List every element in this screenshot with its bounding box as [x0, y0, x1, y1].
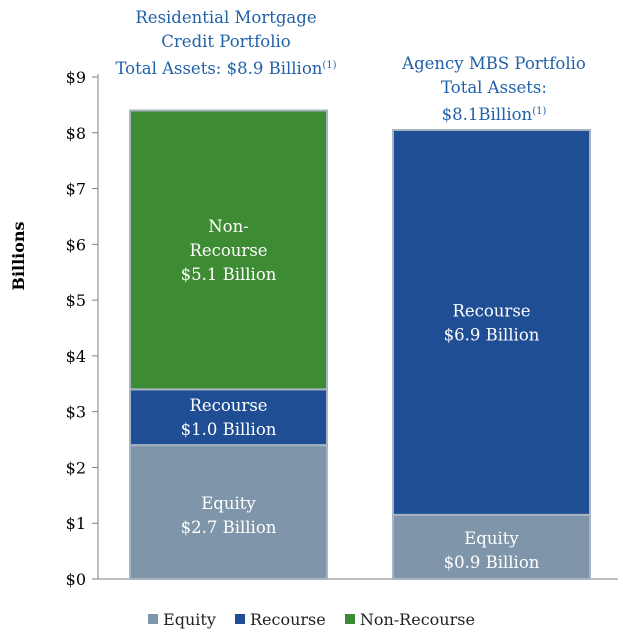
right-annotation-line2: Total Assets:	[441, 78, 547, 97]
bar-segment-recourse	[129, 388, 328, 447]
left-portfolio-annotation: Residential Mortgage Credit Portfolio To…	[96, 6, 356, 81]
right-annotation-footnote: (1)	[532, 106, 547, 117]
y-tick-label: $0	[66, 570, 86, 589]
bars	[129, 109, 591, 580]
legend-swatch-equity	[148, 614, 159, 624]
bar-segment-equity	[129, 444, 328, 580]
bar-segment-non-recourse	[129, 109, 328, 391]
y-tick-label: $7	[66, 180, 86, 199]
right-portfolio-annotation: Agency MBS Portfolio Total Assets: $8.1B…	[362, 52, 623, 127]
left-annotation-line2: Credit Portfolio	[161, 32, 291, 51]
segment-label: Recourse $6.9 Billion	[444, 301, 540, 344]
y-tick-label: $9	[66, 68, 86, 87]
legend-swatch-recourse	[234, 614, 245, 624]
y-tick-label: $2	[66, 458, 86, 477]
left-annotation-assets: Total Assets: $8.9 Billion(1)	[96, 54, 356, 81]
segment-label: Non-Recourse $5.1 Billion	[181, 217, 277, 284]
y-tick-label: $4	[66, 347, 86, 366]
y-tick-label: $3	[66, 403, 86, 422]
legend: Equity Recourse Non-Recourse	[0, 609, 623, 629]
legend-item-non-recourse: Non-Recourse	[344, 609, 475, 629]
y-tick-label: $5	[66, 291, 86, 310]
left-annotation-line3: Total Assets: $8.9 Billion	[115, 59, 323, 78]
legend-swatch-non-recourse	[344, 614, 355, 624]
y-tick-label: $6	[66, 235, 86, 254]
right-annotation-line1: Agency MBS Portfolio	[402, 54, 586, 73]
legend-item-equity: Equity	[148, 610, 216, 629]
legend-label-recourse: Recourse	[249, 609, 326, 629]
segment-labels: Equity $2.7 Billion Recourse $1.0 Billion No…	[181, 217, 540, 572]
bar-segment-equity	[392, 513, 591, 580]
left-annotation-footnote: (1)	[322, 60, 337, 71]
right-annotation-line3: $8.1Billion	[441, 105, 533, 124]
left-annotation-line1: Residential Mortgage	[135, 8, 317, 27]
bar-segment-recourse	[392, 128, 591, 516]
y-axis-label: Billions	[9, 221, 28, 290]
legend-item-recourse: Recourse	[234, 609, 326, 629]
y-tick-label: $8	[66, 124, 86, 143]
segment-label: Equity $2.7 Billion	[181, 494, 277, 537]
legend-label-non-recourse: Non-Recourse	[359, 609, 475, 629]
right-annotation-assets: $8.1Billion(1)	[362, 100, 623, 127]
segment-label: Equity $0.9 Billion	[444, 529, 540, 572]
legend-label-equity: Equity	[163, 609, 216, 629]
segment-label: Recourse $1.0 Billion	[181, 396, 277, 439]
y-ticks: $0 $1 $2 $3 $4 $5 $6 $7 $8 $9	[66, 68, 98, 589]
y-tick-label: $1	[66, 514, 86, 533]
